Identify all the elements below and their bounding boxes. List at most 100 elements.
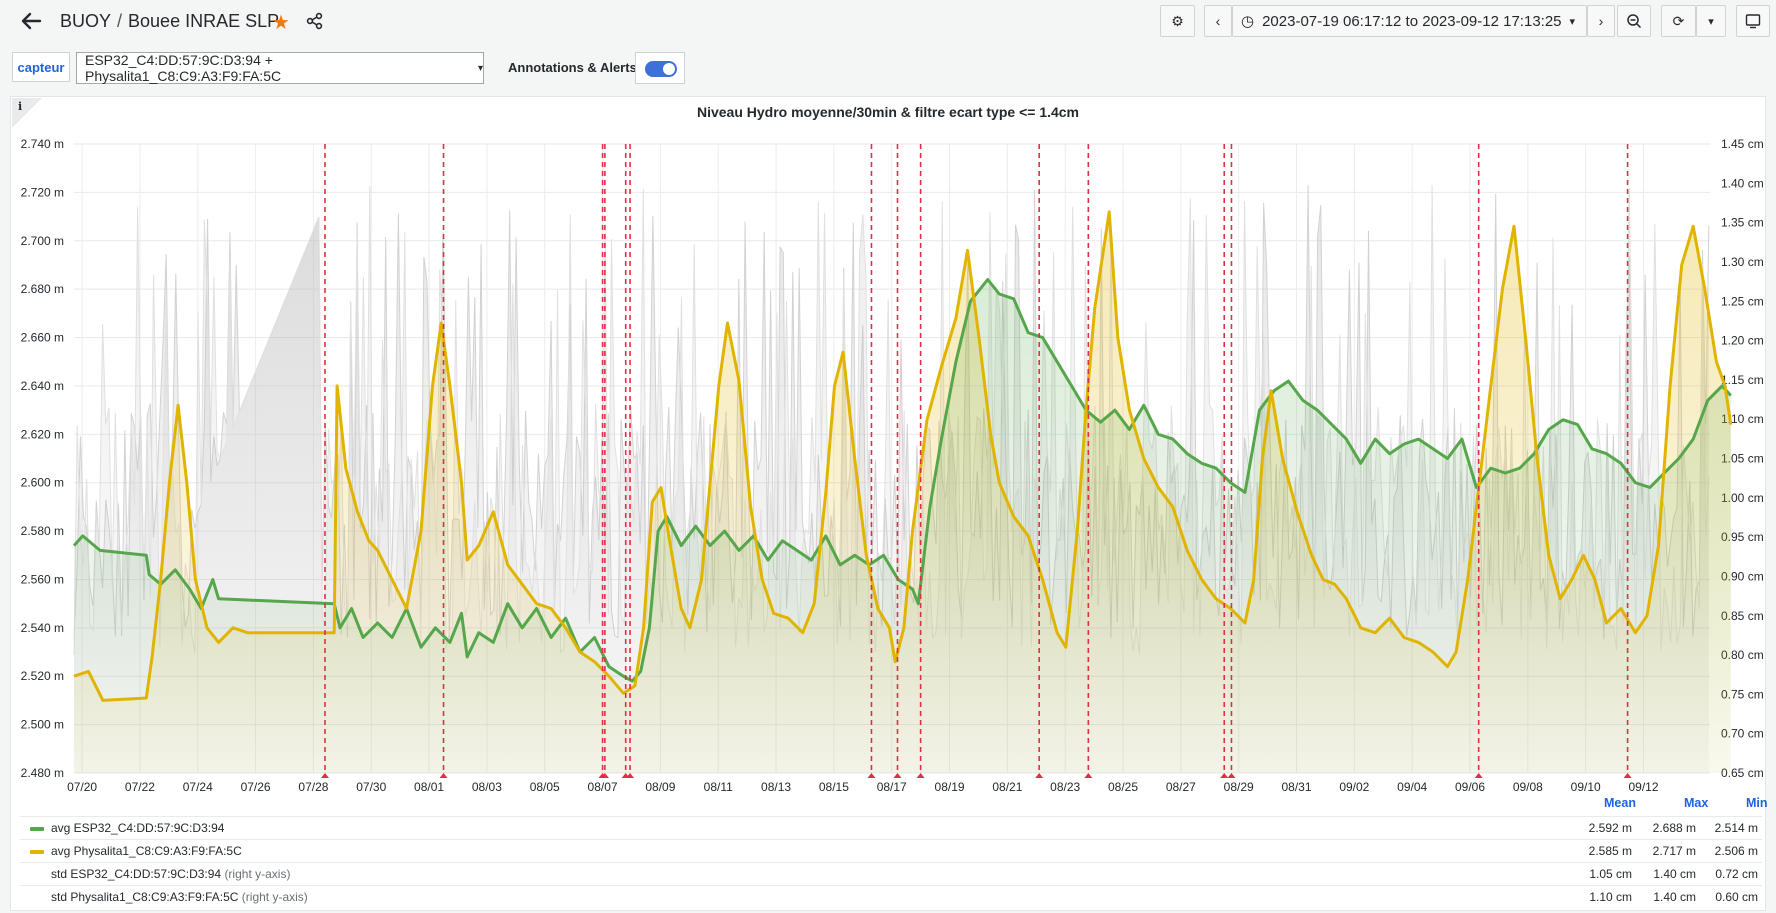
variable-label: capteur (12, 52, 70, 82)
x-tick-label: 08/29 (1224, 780, 1254, 794)
y-left-tick-label: 2.700 m (21, 234, 64, 248)
y-left-tick-label: 2.680 m (21, 282, 64, 296)
x-tick-label: 09/04 (1397, 780, 1427, 794)
annotation-marker (600, 773, 609, 778)
x-tick-label: 08/19 (935, 780, 965, 794)
x-tick-label: 08/23 (1050, 780, 1080, 794)
y-right-tick-label: 1.15 cm (1721, 373, 1764, 387)
legend-axis-note: (right y-axis) (224, 867, 291, 881)
x-tick-label: 08/09 (645, 780, 675, 794)
legend-row[interactable]: std Physalita1_C8:C9:A3:F9:FA:5C (right … (20, 885, 1762, 908)
dashboard-title[interactable]: Bouee INRAE SLP (128, 11, 280, 31)
x-tick-label: 07/24 (183, 780, 213, 794)
time-range-text: 2023-07-19 06:17:12 to 2023-09-12 17:13:… (1262, 12, 1562, 30)
star-icon[interactable]: ★ (272, 12, 290, 34)
legend-swatch-green (30, 827, 44, 831)
legend-min: 0.60 cm (1715, 890, 1758, 904)
info-icon[interactable]: i (18, 100, 23, 113)
chevron-left-icon: ‹ (1215, 13, 1221, 29)
time-series-chart[interactable]: 2.740 m 2.720 m 2.700 m 2.680 m 2.660 m 2.640… (0, 130, 1776, 798)
panel-info-corner[interactable] (12, 98, 42, 128)
y-left-tick-label: 2.540 m (21, 621, 64, 635)
annotation-marker (439, 773, 448, 778)
legend-row[interactable]: std ESP32_C4:DD:57:9C:D3:94 (right y-axi… (20, 862, 1762, 885)
dashboard-settings-button[interactable]: ⚙ (1160, 5, 1195, 37)
annotation-marker (916, 773, 925, 778)
breadcrumb-folder[interactable]: BUOY (60, 11, 112, 31)
annotation-marker (320, 773, 329, 778)
x-tick-label: 09/06 (1455, 780, 1485, 794)
time-shift-back-button[interactable]: ‹ (1204, 5, 1232, 37)
avg-esp32-line (72, 278, 1732, 683)
share-icon[interactable] (306, 12, 324, 35)
y-right-tick-label: 0.65 cm (1721, 766, 1764, 780)
chevron-down-icon: ▾ (1569, 15, 1576, 28)
sensor-select-value: ESP32_C4:DD:57:9C:D3:94 + Physalita1_C8:… (85, 52, 282, 84)
annotation-marker (1035, 773, 1044, 778)
refresh-icon: ⟳ (1672, 12, 1685, 29)
refresh-interval-dropdown[interactable]: ▾ (1696, 5, 1726, 37)
y-left-tick-label: 2.520 m (21, 669, 64, 683)
x-tick-label: 08/13 (761, 780, 791, 794)
zoom-out-button[interactable] (1617, 5, 1651, 37)
annotation-marker (626, 773, 635, 778)
legend-series-name: avg ESP32_C4:DD:57:9C:D3:94 (51, 821, 225, 835)
legend-series-name: avg Physalita1_C8:C9:A3:F9:FA:5C (51, 844, 242, 858)
x-tick-label: 07/20 (67, 780, 97, 794)
zoom-out-icon (1627, 14, 1642, 29)
x-tick-label: 07/30 (356, 780, 386, 794)
y-left-tick-label: 2.560 m (21, 572, 64, 586)
y-left-tick-label: 2.640 m (21, 379, 64, 393)
refresh-button[interactable]: ⟳ (1661, 5, 1696, 37)
y-right-tick-label: 0.95 cm (1721, 530, 1764, 544)
breadcrumb: BUOY / Bouee INRAE SLP (60, 11, 279, 32)
y-left-tick-label: 2.500 m (21, 718, 64, 732)
y-left-tick-label: 2.480 m (21, 766, 64, 780)
annotations-toggle[interactable] (645, 61, 677, 77)
legend-header-mean[interactable]: Mean (1604, 796, 1636, 810)
annotation-marker (867, 773, 876, 778)
y-right-tick-label: 0.75 cm (1721, 687, 1764, 701)
panel-title[interactable]: Niveau Hydro moyenne/30min & filtre ecar… (696, 104, 1080, 120)
legend-row[interactable]: avg Physalita1_C8:C9:A3:F9:FA:5C 2.585 m… (20, 839, 1762, 862)
view-mode-button[interactable] (1736, 5, 1770, 37)
legend-series-name: std Physalita1_C8:C9:A3:F9:FA:5C (right … (51, 890, 308, 904)
y-right-tick-label: 1.30 cm (1721, 255, 1764, 269)
legend-row[interactable]: avg ESP32_C4:DD:57:9C:D3:94 2.592 m 2.68… (20, 816, 1762, 839)
legend-mean: 2.585 m (1588, 844, 1632, 858)
legend-header-max[interactable]: Max (1684, 796, 1709, 810)
y-left-tick-label: 2.580 m (21, 524, 64, 538)
y-right-tick-label: 1.20 cm (1721, 334, 1764, 348)
y-right-tick-label: 1.35 cm (1721, 216, 1764, 230)
time-shift-forward-button[interactable]: › (1587, 5, 1615, 37)
sensor-select[interactable]: ESP32_C4:DD:57:9C:D3:94 + Physalita1_C8:… (76, 52, 484, 84)
legend-series-name-text: std ESP32_C4:DD:57:9C:D3:94 (51, 867, 222, 881)
annotation-marker (1227, 773, 1236, 778)
monitor-icon (1745, 14, 1761, 29)
x-tick-label: 08/05 (530, 780, 560, 794)
y-right-tick-label: 1.00 cm (1721, 491, 1764, 505)
x-tick-label: 08/31 (1282, 780, 1312, 794)
x-tick-label: 09/08 (1513, 780, 1543, 794)
avg-physalita-line (73, 210, 1733, 702)
legend-mean: 1.10 cm (1589, 890, 1632, 904)
legend-max: 1.40 cm (1653, 867, 1696, 881)
clock-icon: ◷ (1241, 13, 1255, 30)
x-tick-label: 07/22 (125, 780, 155, 794)
y-right-tick-label: 0.80 cm (1721, 648, 1764, 662)
legend-min: 0.72 cm (1715, 867, 1758, 881)
top-navbar: BUOY / Bouee INRAE SLP ★ ⚙ ‹ ◷ 2023-07-19 … (0, 0, 1776, 44)
y-right-tick-label: 1.40 cm (1721, 176, 1764, 190)
annotation-marker (893, 773, 902, 778)
x-tick-label: 08/17 (877, 780, 907, 794)
x-tick-label: 08/27 (1166, 780, 1196, 794)
toggle-knob (663, 63, 675, 75)
legend-header-min[interactable]: Min (1746, 796, 1768, 810)
y-right-tick-label: 0.70 cm (1721, 727, 1764, 741)
x-tick-label: 09/12 (1628, 780, 1658, 794)
arrow-left-icon[interactable] (18, 8, 44, 34)
y-left-tick-label: 2.620 m (21, 427, 64, 441)
time-range-picker[interactable]: ◷ 2023-07-19 06:17:12 to 2023-09-12 17:1… (1232, 5, 1587, 37)
legend-max: 2.717 m (1652, 844, 1696, 858)
x-tick-label: 08/25 (1108, 780, 1138, 794)
